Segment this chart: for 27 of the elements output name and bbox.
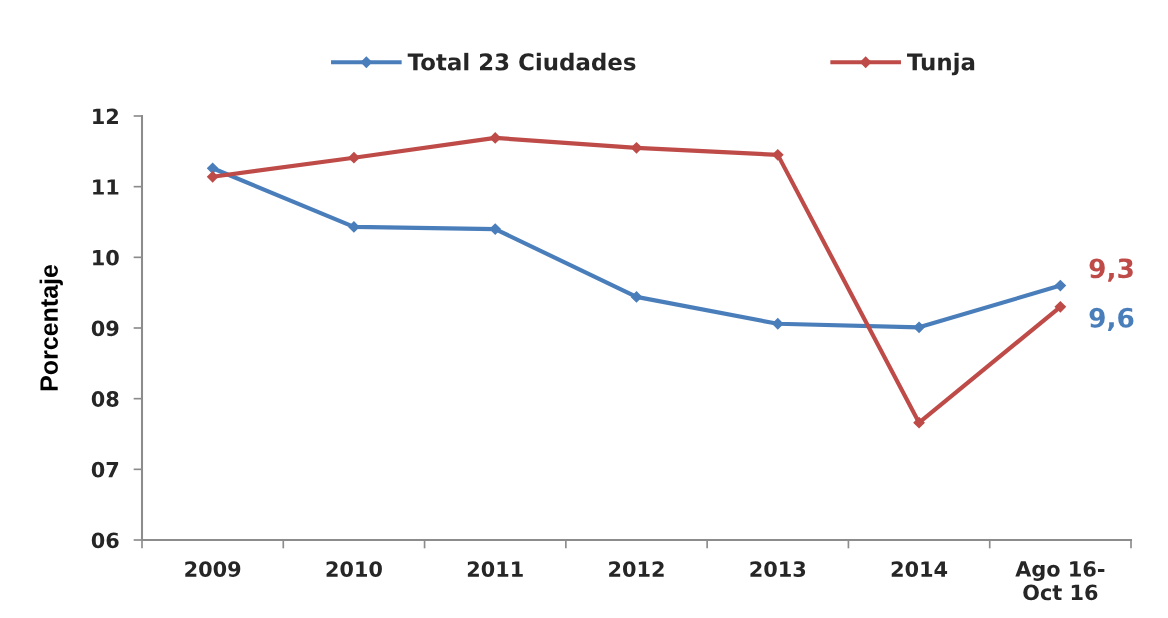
point [207,171,219,183]
x-tick-label: 2010 [326,561,382,577]
legend-label: Total 23 Ciudades [407,52,636,71]
x-tick-label: 2012 [609,561,664,577]
point [1054,279,1066,292]
x-tick-label: 2011 [467,561,523,577]
x-tick-label: 2013 [750,561,806,577]
data-label: 9,6 [1089,307,1134,332]
point [772,149,784,161]
data-label: 9,3 [1089,258,1133,282]
point [913,417,925,429]
point [348,152,360,164]
x-tick-label: Ago 16- Oct 16 [1015,561,1105,601]
y-tick-label: 08 [91,391,119,407]
y-tick-label: 07 [91,461,119,478]
y-tick-label: 10 [93,249,119,266]
x-tick-label: 2009 [185,561,241,577]
y-axis-title: Porcentaje [39,264,63,391]
point [1054,301,1066,313]
x-tick-label: 2014 [891,561,948,577]
point [630,291,643,303]
y-tick-label: 11 [93,179,119,195]
y-tick-label: 12 [93,108,118,124]
legend-label: Tunja [907,52,975,76]
y-tick-label: 06 [91,532,119,549]
y-tick-label: 09 [91,320,119,337]
point [207,162,219,174]
